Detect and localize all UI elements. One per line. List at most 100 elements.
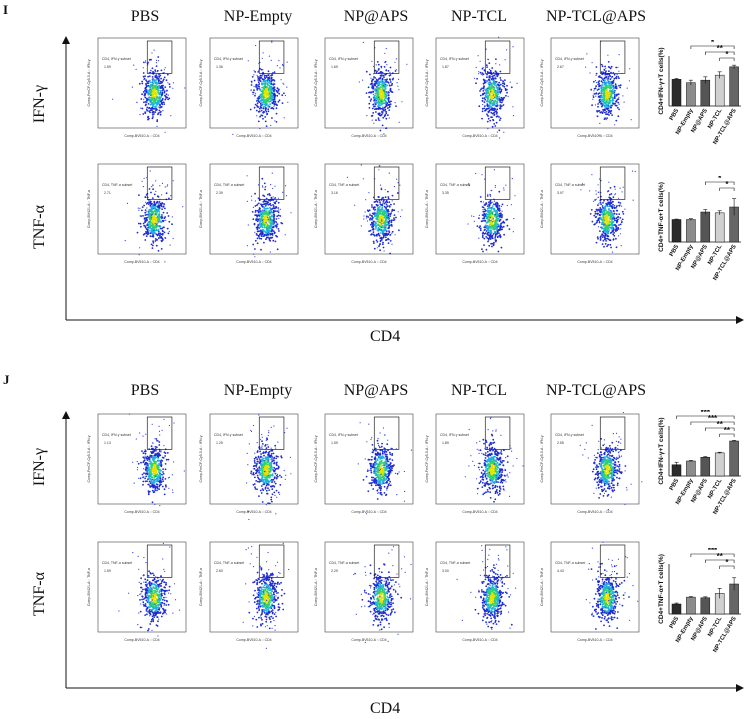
gate-label: CD4, IFN-γ subset	[440, 433, 469, 437]
flow-x-axis-label: Comp-BV510-A :: CD4	[462, 510, 497, 514]
flow-y-axis-label: Comp-PerCP-Cy5-5-A :: IFN-γ	[540, 435, 544, 482]
gate-value: 2.71	[104, 191, 111, 195]
flow-y-axis-label: Comp-BV421-A :: TNF-α	[314, 190, 318, 228]
bar	[714, 452, 725, 477]
gate-label: CD4, TNF-α subset	[440, 561, 470, 565]
bar	[671, 603, 682, 615]
gate-value: 1.59	[331, 441, 338, 445]
y-axis-label: CD4+TNF-α+T cells(%)	[658, 554, 665, 624]
significance-label: **	[717, 552, 724, 561]
significance-label: *	[711, 40, 715, 47]
flow-y-axis-label: Comp-BV421-A :: TNF-α	[425, 568, 429, 606]
flow-y-axis-label: Comp-PerCP-Cy5-5-A :: IFN-γ	[199, 435, 203, 482]
gate-value: 2.67	[557, 65, 564, 69]
gate-label: CD4, TNF-α subset	[555, 183, 585, 187]
group-label-np-tcl: NP-TCL	[451, 8, 507, 25]
bar	[700, 457, 711, 477]
flow-x-axis-label: Comp-BV510-A :: CD4	[351, 510, 386, 514]
bar	[729, 440, 739, 477]
gate-value: 1.25	[216, 441, 223, 445]
panel-letter: J	[3, 372, 10, 387]
gate-label: CD4, IFN-γ subset	[329, 433, 358, 437]
flow-y-axis-label: Comp-BV421-A :: TNF-α	[199, 190, 203, 228]
flow-y-axis-label: Comp-PerCP-Cy5-5-A :: IFN-γ	[314, 59, 318, 106]
flow-y-axis-label: Comp-PerCP-Cy5-5-A :: IFN-γ	[425, 435, 429, 482]
category-label: PBS	[669, 244, 680, 258]
gate-label: CD4, TNF-α subset	[555, 561, 585, 565]
bar	[714, 212, 725, 243]
gate-value: 1.69	[331, 65, 338, 69]
gate-label: CD4, TNF-α subset	[214, 183, 244, 187]
flow-x-axis-label: Comp-BV510-A :: CD4	[124, 134, 159, 138]
category-label: PBS	[669, 108, 680, 122]
flow-x-axis-label: Comp-BV510-A :: CD4	[462, 260, 497, 264]
significance-label: *	[718, 176, 722, 183]
flow-x-axis-label: Comp-BV510-A :: CD4	[577, 510, 612, 514]
gate-label: CD4, IFN-γ subset	[440, 57, 469, 61]
gate-label: CD4, TNF-α subset	[102, 561, 132, 565]
group-label-np-aps: NP@APS	[343, 8, 409, 25]
flow-y-axis-label: Comp-BV421-A :: TNF-α	[540, 190, 544, 228]
flow-y-axis-label: Comp-PerCP-Cy5-5-A :: IFN-γ	[87, 59, 91, 106]
flow-y-axis-label: Comp-BV421-A :: TNF-α	[425, 190, 429, 228]
gate-value: 3.00	[442, 569, 449, 573]
flow-x-axis-label: Comp-BV510-A :: CD4	[577, 638, 612, 642]
flow-y-axis-label: Comp-BV421-A :: TNF-α	[87, 190, 91, 228]
group-label-pbs: PBS	[130, 382, 160, 399]
gate-label: CD4, TNF-α subset	[329, 183, 359, 187]
group-label-np-aps: NP@APS	[343, 382, 409, 399]
gate-value: 3.97	[557, 191, 564, 195]
gate-value: 1.87	[442, 65, 449, 69]
gate-label: CD4, IFN-γ subset	[102, 433, 131, 437]
gate-value: 2.39	[216, 191, 223, 195]
significance-label: *	[725, 558, 729, 567]
group-label-np-empty: NP-Empty	[223, 382, 293, 399]
significance-label: ***	[701, 410, 711, 417]
significance-label: *	[725, 180, 729, 189]
gate-value: 4.43	[557, 569, 564, 573]
flow-y-axis-label: Comp-BV421-A :: TNF-α	[540, 568, 544, 606]
category-label: PBS	[669, 616, 680, 630]
significance-label: **	[724, 426, 731, 435]
significance-label: **	[717, 420, 724, 429]
significance-label: ***	[708, 548, 718, 555]
flow-x-axis-label: Comp-BV510-A :: CD4	[236, 638, 271, 642]
significance-label: **	[717, 44, 724, 53]
gate-value: 1.89	[442, 441, 449, 445]
axes-frame	[62, 411, 744, 692]
x-axis-label: CD4	[370, 700, 401, 717]
flow-x-axis-label: Comp-BV510-A :: CD4	[577, 260, 612, 264]
flow-x-axis-label: Comp-BV510-A :: CD4	[124, 510, 159, 514]
significance-label: *	[725, 50, 729, 59]
panel-letter: I	[3, 2, 9, 17]
panel-i: I PBS NP-Empty NP@APS NP-TCL NP-TCL@APS …	[0, 0, 753, 350]
gate-label: CD4, TNF-α subset	[440, 183, 470, 187]
gate-value: 2.29	[331, 569, 338, 573]
bar-chart: CD4+IFN-γ+T cells(%)PBSNP-EmptyNP@APSNP-…	[658, 40, 741, 146]
flow-x-axis-label: Comp-BV510-A :: CD4	[124, 260, 159, 264]
significance-label: ***	[708, 414, 718, 423]
bar	[686, 82, 696, 107]
gate-label: CD4, TNF-α subset	[102, 183, 132, 187]
gate-label: CD4, IFN-γ subset	[102, 57, 131, 61]
bar-chart: CD4+TNF-α+T cells(%) PBSNP-EmptyNP@APSNP-…	[658, 548, 741, 654]
bar	[700, 597, 711, 615]
flow-y-axis-label: Comp-PerCP-Cy5-5-A :: IFN-γ	[314, 435, 318, 482]
panel-j: J PBS NP-Empty NP@APS NP-TCL NP-TCL@APS …	[0, 370, 753, 719]
group-label-np-tcl-aps: NP-TCL@APS	[545, 8, 647, 25]
gate-value: 1.36	[216, 65, 223, 69]
category-label: PBS	[669, 478, 680, 492]
